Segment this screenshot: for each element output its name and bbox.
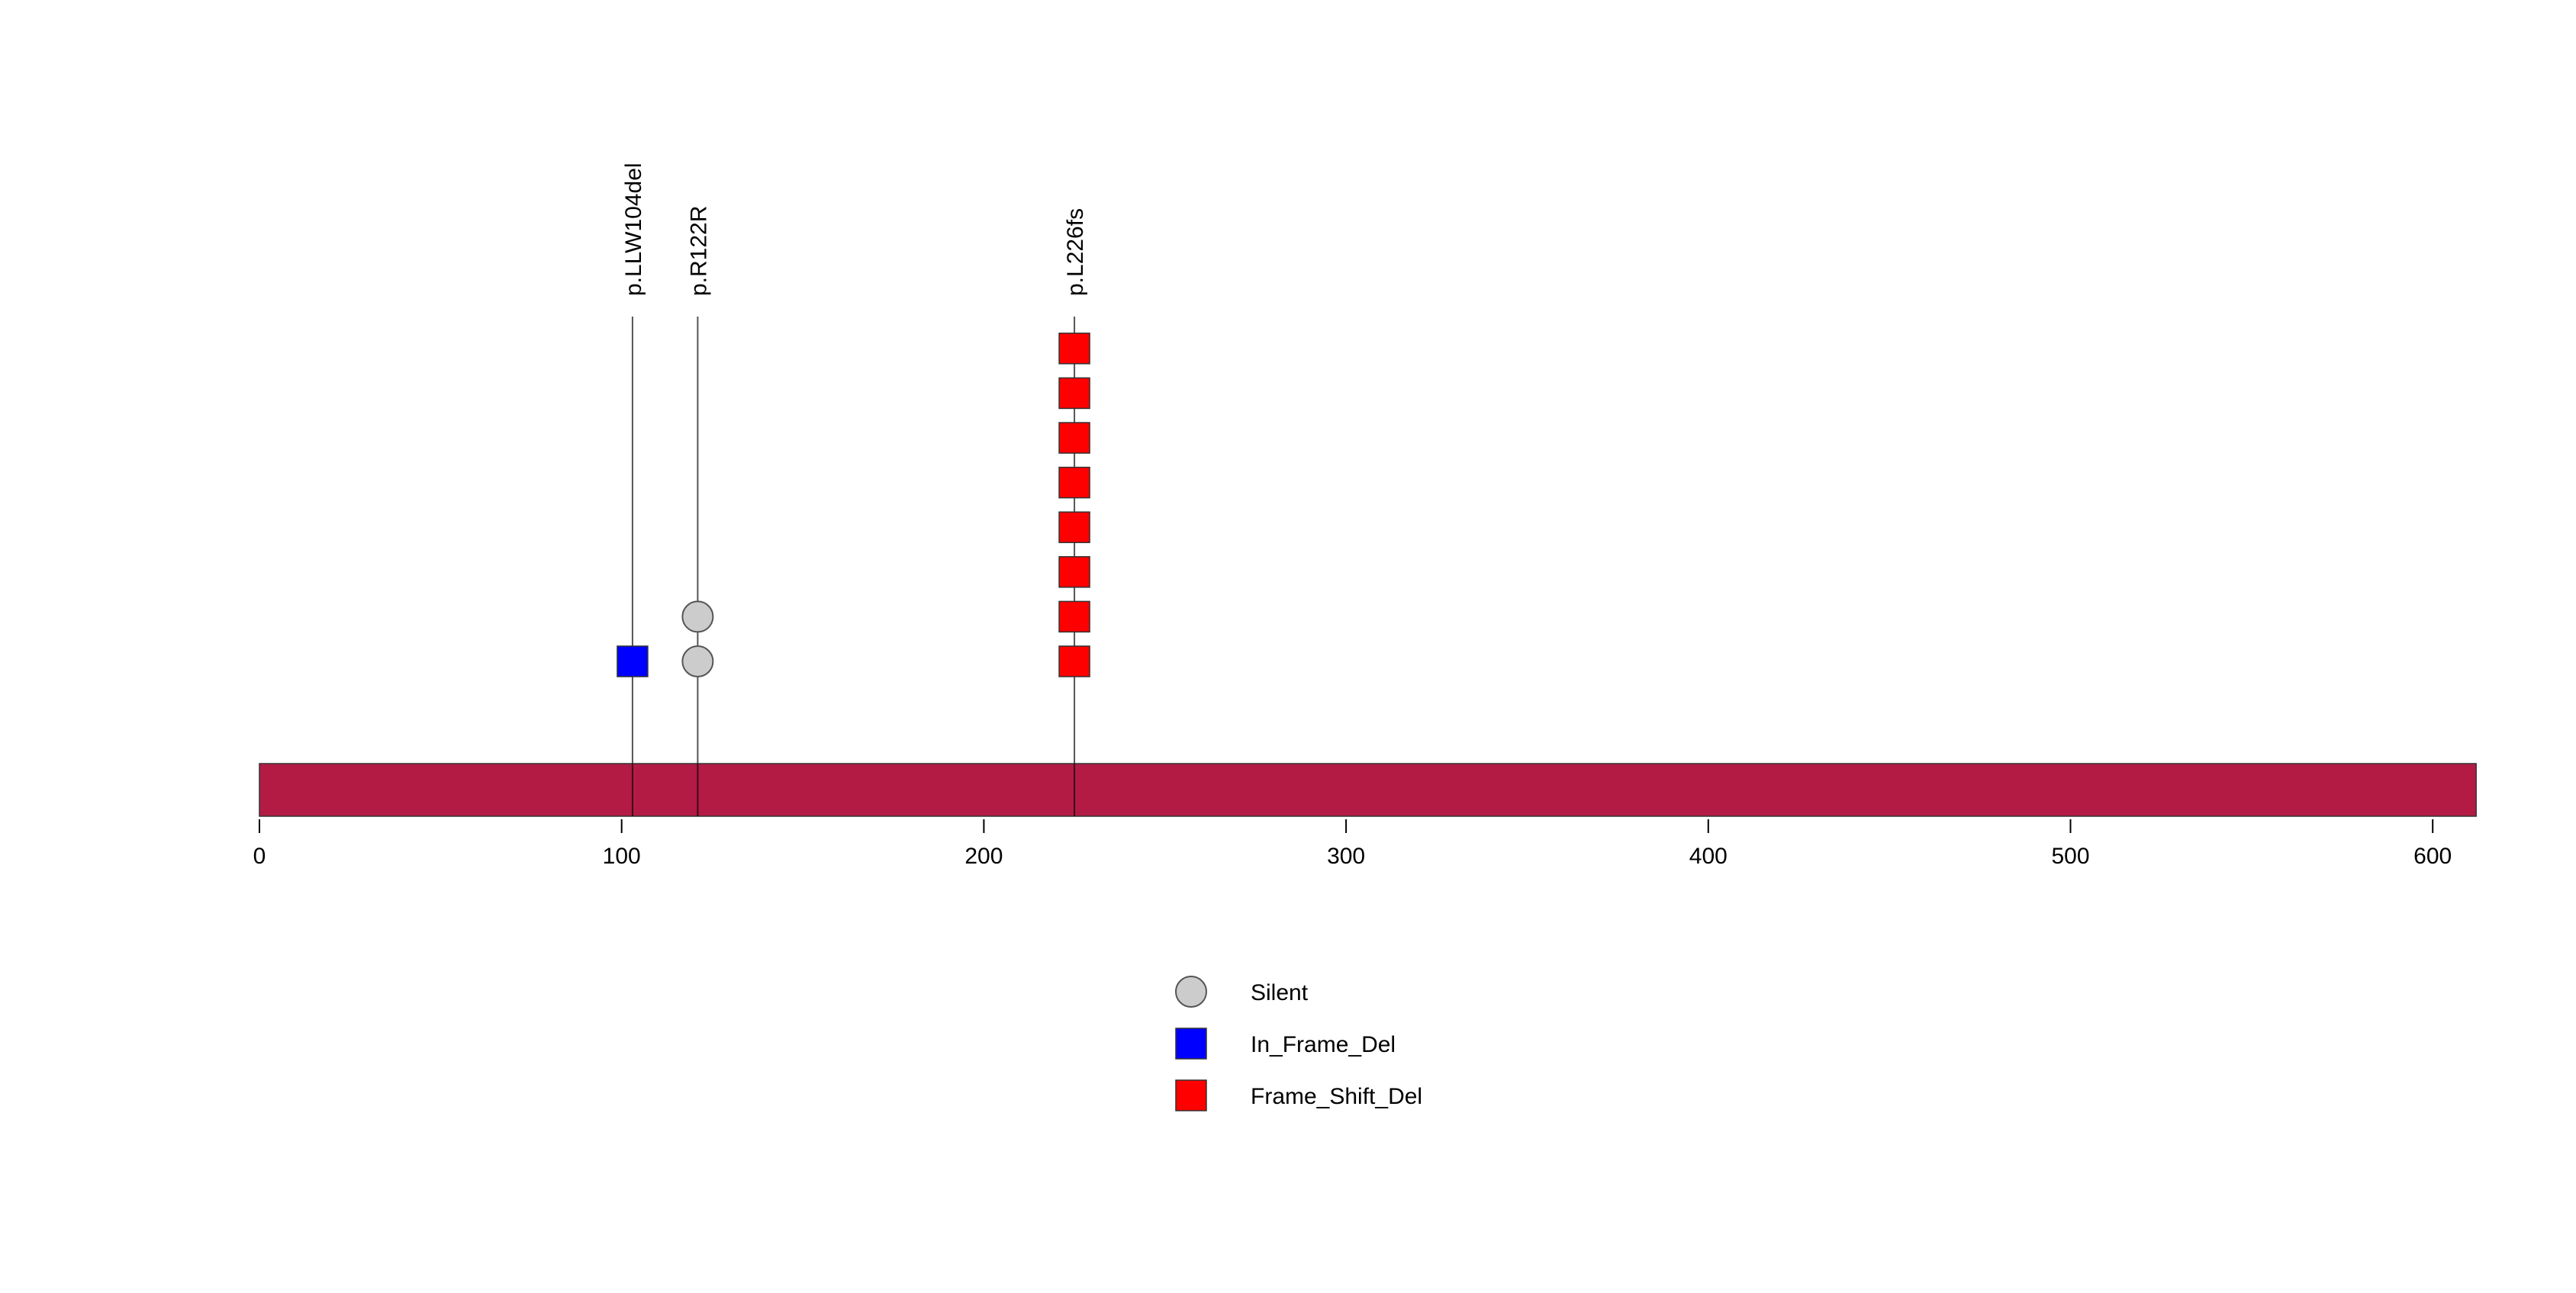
mutation-marker-2-2 [1058, 556, 1090, 588]
legend-marker-1 [1175, 1028, 1207, 1060]
mutation-marker-2-4 [1058, 466, 1090, 499]
mutation-marker-0-0 [617, 645, 649, 677]
mutation-marker-2-7 [1058, 333, 1090, 365]
mutation-label-0: p.LLW104del [621, 162, 646, 296]
x-tick-label-1: 100 [603, 844, 641, 869]
x-axis: 0 100 200 300 400 500 600 [253, 819, 2452, 869]
x-tick-label-6: 600 [2413, 844, 2452, 869]
mutation-stems [631, 317, 1076, 816]
x-tick-label-5: 500 [2051, 844, 2089, 869]
x-tick-label-0: 0 [253, 844, 266, 869]
legend-label-0: Silent [1251, 980, 1309, 1005]
x-tick-label-2: 200 [964, 844, 1003, 869]
mutation-label-2: p.L226fs [1063, 208, 1088, 296]
mutation-marker-2-0 [1058, 645, 1090, 677]
mutation-labels: p.LLW104del p.R122R p.L226fs [621, 162, 1088, 296]
legend-label-1: In_Frame_Del [1251, 1032, 1396, 1057]
x-tick-label-3: 300 [1327, 844, 1365, 869]
x-tick-label-4: 400 [1689, 844, 1728, 869]
mutation-marker-1-1 [681, 600, 714, 633]
protein-track [259, 763, 2477, 817]
mutation-marker-2-3 [1058, 511, 1090, 543]
mutation-markers [617, 333, 1090, 677]
mutation-marker-1-0 [681, 645, 714, 677]
legend: Silent In_Frame_Del Frame_Shift_Del [1175, 976, 1422, 1111]
legend-marker-0 [1175, 976, 1207, 1008]
mutation-marker-2-6 [1058, 377, 1090, 410]
mutation-marker-2-5 [1058, 422, 1090, 454]
protein-bar [259, 763, 2477, 817]
legend-marker-2 [1175, 1079, 1207, 1111]
legend-label-2: Frame_Shift_Del [1251, 1084, 1422, 1109]
mutation-marker-2-1 [1058, 600, 1090, 633]
mutation-label-1: p.R122R [686, 206, 711, 296]
